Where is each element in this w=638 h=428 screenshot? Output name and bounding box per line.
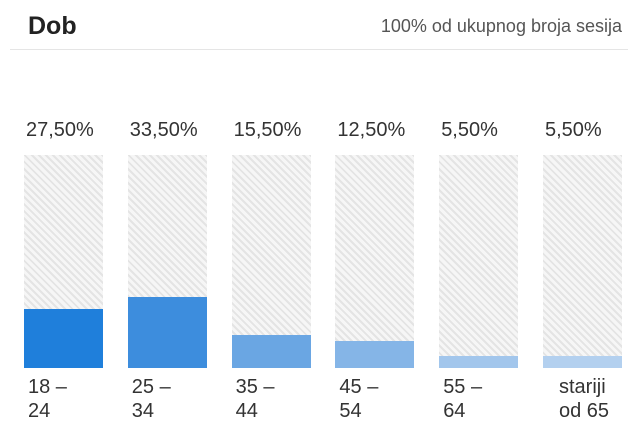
bar-track: [543, 155, 622, 368]
value-label: 5,50%: [545, 119, 602, 141]
x-tick-label: 18 – 24: [28, 376, 67, 422]
bar: [24, 309, 103, 368]
bar: [335, 341, 415, 368]
x-tick-label: stariji od 65: [559, 376, 610, 422]
x-tick-label: 55 – 64: [443, 376, 483, 422]
x-tick-label: 45 – 54: [339, 376, 379, 422]
bar: [231, 334, 311, 368]
value-label: 33,50%: [129, 119, 198, 141]
value-label: 12,50%: [337, 119, 406, 141]
bar-track: [335, 155, 415, 368]
value-label: 5,50%: [441, 119, 498, 141]
header-rule: [10, 49, 628, 50]
bar-track: [231, 155, 311, 368]
x-tick-label: 35 – 44: [235, 376, 275, 422]
chart-subtitle: 100% od ukupnog broja sesija: [380, 16, 622, 36]
bar: [127, 296, 207, 368]
bar-track: [439, 155, 519, 368]
chart-title: Dob: [28, 12, 77, 40]
value-label: 15,50%: [233, 119, 302, 141]
bar: [543, 356, 622, 368]
x-tick-label: 25 – 34: [131, 376, 171, 422]
bar: [439, 356, 519, 368]
value-label: 27,50%: [26, 119, 94, 141]
